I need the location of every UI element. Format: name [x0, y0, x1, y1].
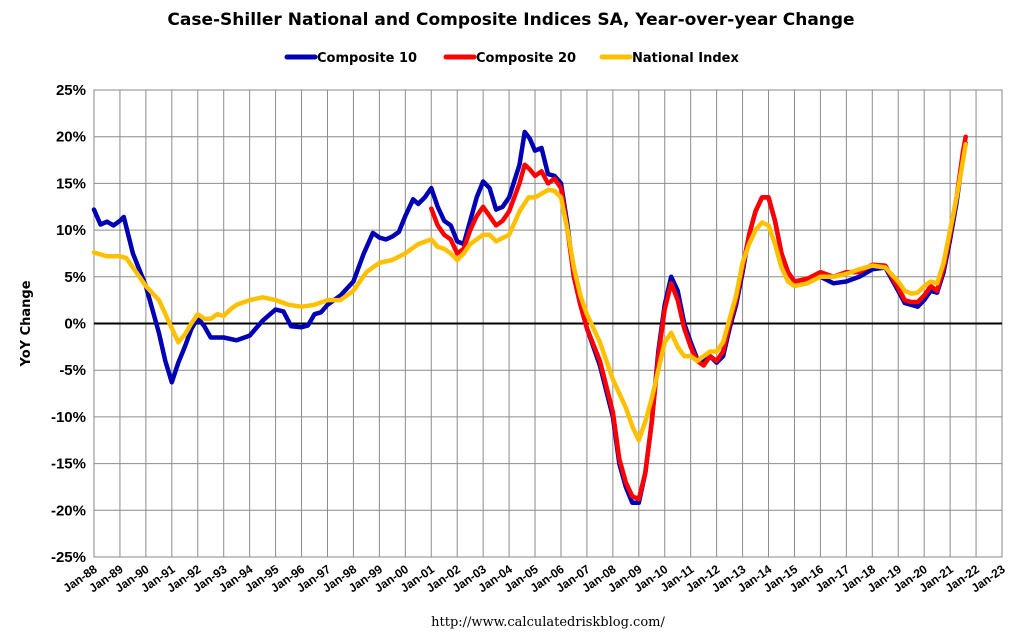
series-line-national-index [91, 141, 968, 443]
y-tick-label: -25% [51, 549, 86, 566]
y-tick-label: 5% [64, 269, 86, 286]
series-layer [91, 129, 968, 506]
chart-title: Case-Shiller National and Composite Indi… [167, 10, 854, 30]
legend-label-composite-10: Composite 10 [317, 51, 417, 66]
y-axis-ticks: 25% 20% 15% 10% 5% 0% -5% -10% -15% -20% -25% [51, 82, 86, 566]
y-tick-label: 25% [56, 82, 86, 99]
y-axis-label: YoY Change [19, 280, 34, 367]
legend: Composite 10 Composite 20 National Index [284, 51, 739, 66]
y-tick-label: -20% [51, 502, 86, 519]
legend-label-composite-20: Composite 20 [476, 51, 576, 66]
y-tick-label: 10% [56, 222, 86, 239]
legend-label-national-index: National Index [632, 51, 739, 66]
y-tick-label: -5% [59, 362, 86, 379]
y-tick-label: 0% [64, 316, 86, 333]
y-tick-label: 20% [56, 129, 86, 146]
y-tick-label: -10% [51, 409, 86, 426]
y-tick-label: -15% [51, 456, 86, 473]
y-tick-label: 15% [56, 175, 86, 192]
x-axis-ticks: Jan-88Jan-89Jan-90Jan-91Jan-92Jan-93Jan-… [61, 562, 1008, 595]
source-url: http://www.calculatedriskblog.com/ [431, 615, 665, 630]
